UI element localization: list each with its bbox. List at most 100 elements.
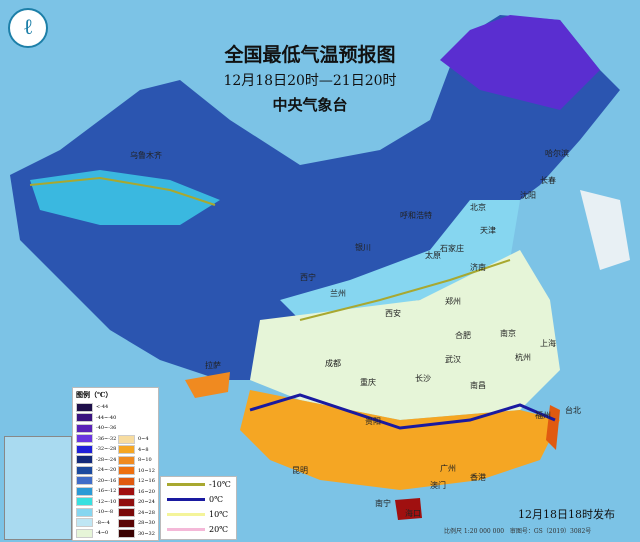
color-swatch [76,465,93,475]
legend-entry: 20~24 [118,497,155,508]
legend-label: 10~12 [138,467,155,474]
color-swatch [76,476,93,486]
legend-entry: 24~28 [118,508,155,519]
city-label: 兰州 [330,289,346,298]
color-swatch [76,423,93,433]
isoline-entry: -10℃ [161,477,236,492]
city-label: 合肥 [455,331,471,340]
city-label: 拉萨 [205,361,221,370]
city-label: 成都 [325,359,341,368]
color-swatch [76,507,93,517]
color-swatch [118,434,135,444]
color-swatch [118,497,135,507]
north-china-plain [280,200,520,320]
city-label: 福州 [535,411,551,420]
city-label: 香港 [470,473,486,482]
legend: 图例（℃） <-44 -44~-40 -40~-36 -36~-32 -32~-28 -2… [72,387,159,541]
city-label: 西宁 [300,273,316,282]
legend-label: 30~32 [138,530,155,537]
legend-entry: -28~-24 [76,455,116,466]
city-label: 北京 [470,203,486,212]
legend-entry: 28~30 [118,518,155,529]
color-swatch [118,529,135,539]
scale-and-map-number: 比例尺 1:20 000 000 审图号：GS（2019）3082号 [444,526,591,535]
northeast-very-cold [440,15,600,110]
legend-entry: 12~16 [118,476,155,487]
color-swatch [76,413,93,423]
color-swatch [76,402,93,412]
legend-entry: -24~-20 [76,465,116,476]
city-label: 乌鲁木齐 [130,151,162,160]
isoline-entry: 10℃ [161,507,236,522]
color-swatch [76,528,93,538]
city-label: 天津 [480,226,496,235]
city-label: 贵阳 [365,417,381,426]
legend-entry: -44~-40 [76,413,116,424]
legend-label: 16~20 [138,488,155,495]
city-label: 海口 [405,509,421,518]
color-swatch [118,466,135,476]
isoline-label: 20℃ [209,525,229,534]
issuer: 中央气象台 [272,96,348,114]
legend-label: -8~-4 [96,519,110,526]
zero-isoline [249,393,556,430]
scale: 比例尺 1:20 000 000 [444,528,505,535]
legend-title: 图例（℃） [76,390,113,399]
color-swatch [118,455,135,465]
legend-entry: -40~-36 [76,423,116,434]
legend-label: -36~-32 [96,435,117,442]
city-label: 石家庄 [440,244,464,253]
city-label: 郑州 [445,297,461,306]
legend-entry: -32~-28 [76,444,116,455]
legend-label: -16~-12 [96,488,117,495]
legend-label: 28~30 [138,520,155,527]
city-label: 西安 [385,309,401,318]
isoline-swatch [167,483,205,486]
city-label: 太原 [425,251,441,260]
city-label: 南昌 [470,381,486,390]
south-china-sea-inset [4,436,72,540]
minus-ten-isoline [29,176,511,321]
legend-label: -20~-16 [96,477,117,484]
color-swatch [76,497,93,507]
forecast-period: 12月18日20时—21日20时 [223,73,397,89]
color-swatch [118,508,135,518]
map-number: 审图号：GS（2019）3082号 [509,528,592,535]
color-swatch [76,518,93,528]
city-label: 济南 [470,263,486,272]
legend-entry: -10~-8 [76,507,116,518]
legend-label: 4~8 [138,446,149,453]
legend-label: 12~16 [138,478,155,485]
legend-entry: 0~4 [118,434,155,445]
isoline-label: -10℃ [209,480,231,489]
legend-entry: -16~-12 [76,486,116,497]
legend-label: -12~-10 [96,498,117,505]
city-label: 南京 [500,329,516,338]
legend-entry: 30~32 [118,529,155,540]
isoline-legend: -10℃ 0℃ 10℃ 20℃ [160,476,237,540]
legend-label: -24~-20 [96,467,117,474]
china-cold-region [10,15,620,380]
city-label: 上海 [540,339,556,348]
isoline-label: 0℃ [209,495,224,504]
color-swatch [118,518,135,528]
legend-entry: <-44 [76,402,116,413]
south-china-warm [240,390,560,490]
legend-label: -4~0 [96,530,109,537]
legend-entry: 8~10 [118,455,155,466]
city-label: 杭州 [515,353,531,362]
city-label: 哈尔滨 [545,149,569,158]
color-swatch [118,487,135,497]
city-label: 昆明 [292,466,308,475]
legend-label: 24~28 [138,509,155,516]
legend-entry: -20~-16 [76,476,116,487]
central-china [250,250,560,420]
legend-label: -32~-28 [96,446,117,453]
city-label: 广州 [440,464,456,473]
city-label: 澳门 [430,481,446,490]
city-label: 长沙 [415,374,431,383]
legend-label: 20~24 [138,499,155,506]
legend-entry: 16~20 [118,487,155,498]
